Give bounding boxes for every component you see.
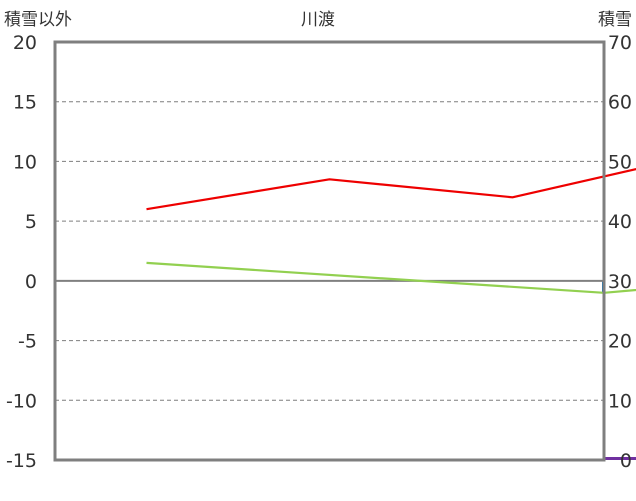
red-series-line [146, 167, 636, 211]
chart-title: 川渡 [301, 10, 335, 30]
left-axis-label: 積雪以外 [4, 10, 72, 30]
right-tick-label: 50 [608, 151, 632, 173]
left-tick-label: 20 [13, 32, 37, 54]
right-tick-label: 70 [608, 32, 632, 54]
right-tick-label: 30 [608, 271, 632, 293]
right-tick-label: 20 [608, 331, 632, 353]
plot-area: 20151050-5-10-15706050403020100291471013… [6, 32, 636, 472]
green-series-line [146, 261, 636, 294]
left-tick-label: -10 [6, 390, 37, 412]
right-tick-label: 10 [608, 390, 632, 412]
left-tick-label: -5 [18, 331, 37, 353]
left-tick-label: 0 [25, 271, 37, 293]
right-tick-label: 40 [608, 211, 632, 233]
left-tick-label: -15 [6, 450, 37, 472]
right-tick-label: 0 [620, 450, 632, 472]
right-axis-label: 積雪 [598, 10, 632, 30]
left-tick-label: 10 [13, 151, 37, 173]
left-tick-label: 5 [25, 211, 37, 233]
left-tick-label: 15 [13, 92, 37, 114]
plot-frame [53, 40, 606, 462]
right-tick-label: 60 [608, 92, 632, 114]
